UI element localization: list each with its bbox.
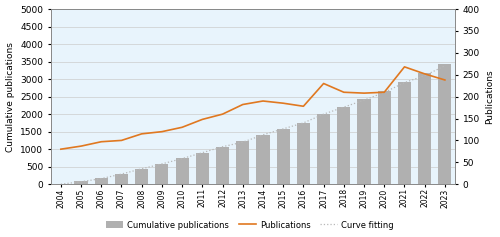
Curve fitting: [78, 180, 84, 183]
Bar: [317, 114, 330, 184]
Legend: Cumulative publications, Publications, Curve fitting: Cumulative publications, Publications, C…: [103, 217, 397, 233]
Publications: [341, 91, 347, 94]
Curve fitting: [260, 133, 266, 136]
Curve fitting: [422, 74, 428, 77]
Bar: [156, 164, 168, 184]
Publications: [98, 140, 104, 143]
Bar: [438, 64, 452, 184]
Y-axis label: Cumulative publications: Cumulative publications: [6, 42, 15, 152]
Bar: [135, 169, 148, 184]
Bar: [418, 73, 432, 184]
Line: Publications: Publications: [61, 67, 445, 149]
Publications: [118, 139, 124, 142]
Curve fitting: [320, 113, 326, 116]
Curve fitting: [118, 173, 124, 175]
Bar: [236, 141, 250, 184]
Publications: [260, 100, 266, 102]
Publications: [159, 130, 165, 133]
Bar: [256, 135, 270, 184]
Curve fitting: [402, 81, 407, 84]
Publications: [320, 82, 326, 85]
Publications: [220, 113, 226, 116]
Curve fitting: [300, 122, 306, 124]
Bar: [196, 153, 209, 184]
Publications: [361, 92, 367, 95]
Publications: [422, 73, 428, 75]
Bar: [358, 99, 370, 184]
Bar: [94, 178, 108, 184]
Bar: [276, 128, 290, 184]
Publications: [442, 79, 448, 82]
Curve fitting: [220, 145, 226, 148]
Publications: [58, 148, 64, 150]
Curve fitting: [361, 99, 367, 101]
Bar: [216, 147, 229, 184]
Publications: [300, 105, 306, 108]
Publications: [78, 145, 84, 147]
Bar: [54, 183, 68, 184]
Bar: [297, 123, 310, 184]
Curve fitting: [138, 167, 144, 170]
Publications: [179, 126, 185, 129]
Bar: [338, 107, 350, 184]
Line: Curve fitting: Curve fitting: [61, 66, 445, 184]
Curve fitting: [159, 163, 165, 165]
Publications: [200, 118, 205, 121]
Curve fitting: [58, 183, 64, 186]
Curve fitting: [179, 157, 185, 160]
Bar: [378, 91, 391, 184]
Bar: [398, 82, 411, 184]
Curve fitting: [98, 177, 104, 180]
Publications: [382, 91, 388, 94]
Curve fitting: [200, 151, 205, 154]
Curve fitting: [240, 141, 246, 144]
Curve fitting: [341, 106, 347, 109]
Y-axis label: Publications: Publications: [486, 69, 494, 124]
Curve fitting: [280, 128, 286, 130]
Publications: [280, 102, 286, 105]
Curve fitting: [382, 91, 388, 94]
Bar: [115, 174, 128, 184]
Bar: [176, 158, 188, 184]
Publications: [402, 65, 407, 68]
Bar: [74, 181, 88, 184]
Publications: [138, 132, 144, 135]
Publications: [240, 103, 246, 106]
Curve fitting: [442, 64, 448, 67]
